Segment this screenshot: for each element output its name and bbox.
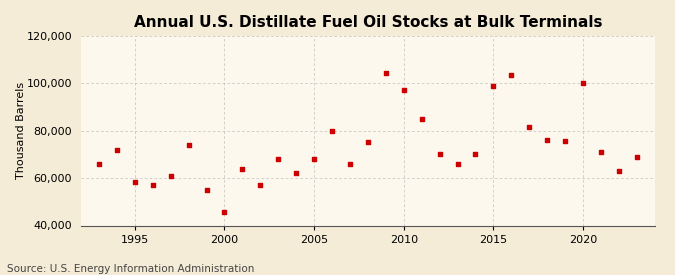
- Point: [578, 81, 589, 85]
- Text: Source: U.S. Energy Information Administration: Source: U.S. Energy Information Administ…: [7, 264, 254, 274]
- Point: [488, 83, 499, 88]
- Point: [183, 143, 194, 147]
- Point: [631, 155, 642, 159]
- Point: [201, 188, 212, 192]
- Point: [434, 152, 445, 156]
- Point: [344, 162, 355, 166]
- Point: [219, 210, 230, 215]
- Y-axis label: Thousand Barrels: Thousand Barrels: [16, 82, 26, 179]
- Point: [381, 70, 392, 75]
- Point: [560, 139, 570, 144]
- Point: [147, 183, 158, 187]
- Point: [327, 128, 338, 133]
- Point: [273, 157, 284, 161]
- Point: [255, 183, 266, 187]
- Point: [542, 138, 553, 142]
- Point: [362, 140, 373, 145]
- Point: [165, 174, 176, 178]
- Point: [291, 171, 302, 175]
- Point: [416, 117, 427, 121]
- Point: [524, 125, 535, 129]
- Point: [130, 179, 140, 184]
- Point: [452, 162, 463, 166]
- Point: [237, 166, 248, 171]
- Point: [506, 73, 517, 77]
- Point: [111, 147, 122, 152]
- Point: [614, 169, 624, 173]
- Point: [470, 152, 481, 156]
- Point: [308, 157, 319, 161]
- Point: [94, 162, 105, 166]
- Point: [398, 88, 409, 92]
- Point: [595, 150, 606, 154]
- Title: Annual U.S. Distillate Fuel Oil Stocks at Bulk Terminals: Annual U.S. Distillate Fuel Oil Stocks a…: [134, 15, 602, 31]
